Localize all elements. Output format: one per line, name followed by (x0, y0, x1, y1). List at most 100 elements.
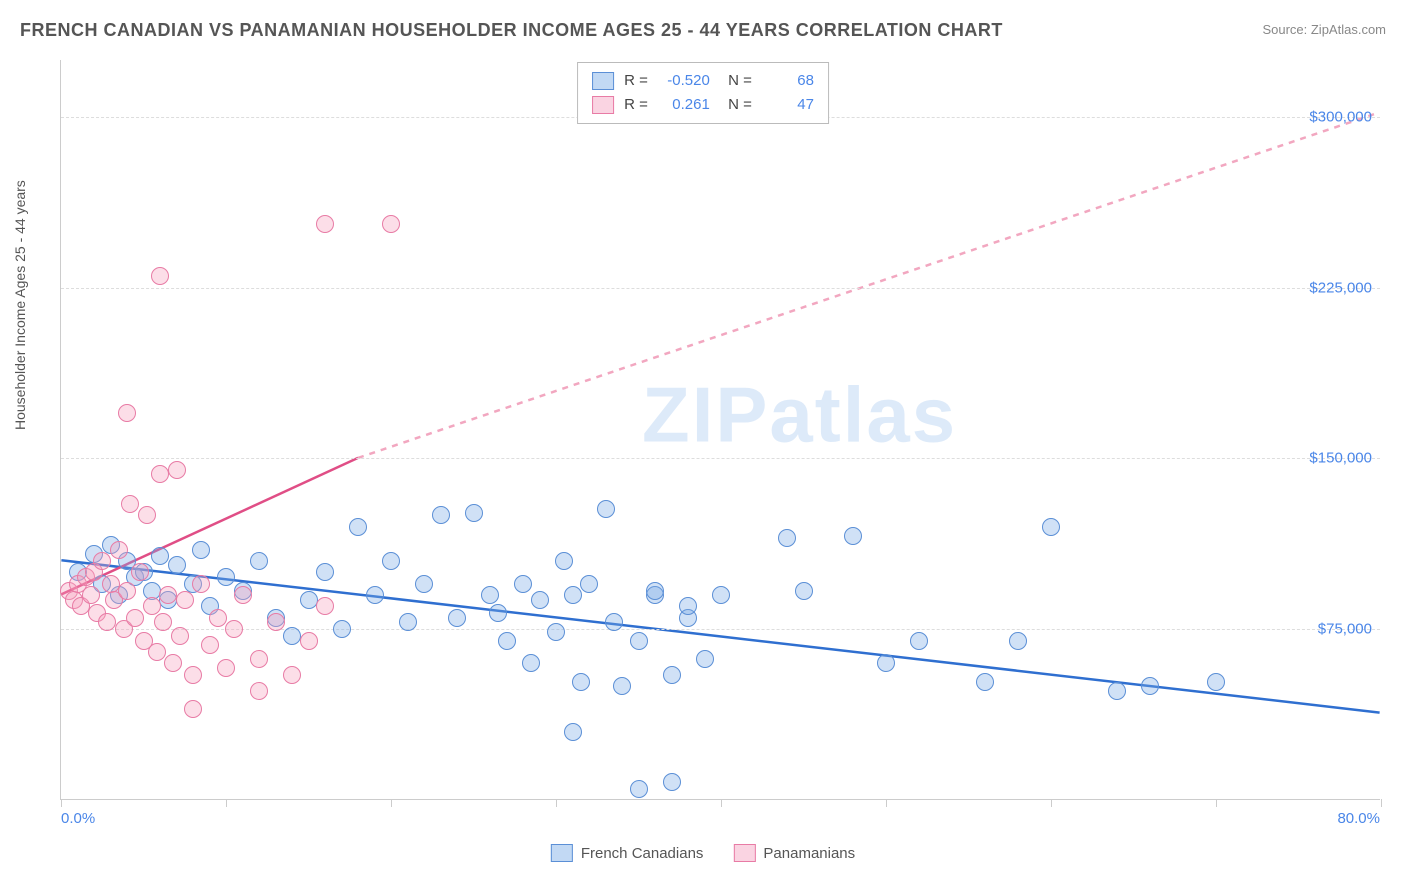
data-point (300, 591, 318, 609)
data-point (176, 591, 194, 609)
data-point (663, 666, 681, 684)
data-point (250, 682, 268, 700)
x-tick (1216, 799, 1217, 807)
data-point (572, 673, 590, 691)
data-point (168, 461, 186, 479)
data-point (171, 627, 189, 645)
data-point (316, 597, 334, 615)
data-point (382, 552, 400, 570)
stats-legend: R = -0.520 N = 68 R = 0.261 N = 47 (577, 62, 829, 124)
data-point (778, 529, 796, 547)
data-point (1141, 677, 1159, 695)
data-point (154, 613, 172, 631)
data-point (82, 586, 100, 604)
r-label: R = (624, 93, 648, 117)
gridline (61, 288, 1380, 289)
data-point (201, 636, 219, 654)
data-point (192, 541, 210, 559)
x-tick (61, 799, 62, 807)
data-point (333, 620, 351, 638)
n-value-pink: 47 (762, 93, 814, 117)
data-point (976, 673, 994, 691)
swatch-pink-icon (733, 844, 755, 862)
x-tick (886, 799, 887, 807)
data-point (795, 582, 813, 600)
data-point (217, 659, 235, 677)
data-point (234, 586, 252, 604)
swatch-blue-icon (592, 72, 614, 90)
data-point (316, 215, 334, 233)
data-point (151, 547, 169, 565)
r-label: R = (624, 69, 648, 93)
legend-label-blue: French Canadians (581, 845, 704, 862)
data-point (1207, 673, 1225, 691)
source-label: Source: ZipAtlas.com (1262, 22, 1386, 37)
x-start-label: 0.0% (61, 810, 95, 827)
data-point (465, 504, 483, 522)
x-tick (556, 799, 557, 807)
data-point (580, 575, 598, 593)
data-point (547, 623, 565, 641)
trend-line (61, 458, 358, 594)
x-tick (1051, 799, 1052, 807)
data-point (267, 613, 285, 631)
data-point (349, 518, 367, 536)
y-tick-label: $225,000 (1309, 279, 1372, 296)
data-point (448, 609, 466, 627)
data-point (300, 632, 318, 650)
data-point (283, 666, 301, 684)
r-value-blue: -0.520 (658, 69, 710, 93)
x-tick (721, 799, 722, 807)
data-point (131, 563, 149, 581)
y-tick-label: $75,000 (1318, 621, 1372, 638)
x-tick (1381, 799, 1382, 807)
x-end-label: 80.0% (1337, 810, 1380, 827)
watermark-rest: atlas (769, 370, 957, 458)
data-point (93, 552, 111, 570)
data-point (283, 627, 301, 645)
data-point (531, 591, 549, 609)
trend-line (358, 112, 1380, 458)
data-point (159, 586, 177, 604)
data-point (110, 541, 128, 559)
data-point (1108, 682, 1126, 700)
watermark: ZIPatlas (642, 369, 957, 460)
data-point (192, 575, 210, 593)
data-point (138, 506, 156, 524)
plot-area: ZIPatlas $75,000$150,000$225,000$300,000… (60, 60, 1380, 800)
gridline (61, 458, 1380, 459)
data-point (168, 556, 186, 574)
data-point (1009, 632, 1027, 650)
data-point (910, 632, 928, 650)
data-point (316, 563, 334, 581)
data-point (679, 597, 697, 615)
data-point (663, 773, 681, 791)
data-point (164, 654, 182, 672)
data-point (184, 666, 202, 684)
y-tick-label: $150,000 (1309, 450, 1372, 467)
data-point (646, 582, 664, 600)
data-point (382, 215, 400, 233)
data-point (564, 586, 582, 604)
data-point (151, 465, 169, 483)
data-point (366, 586, 384, 604)
r-value-pink: 0.261 (658, 93, 710, 117)
data-point (209, 609, 227, 627)
data-point (613, 677, 631, 695)
bottom-legend: French Canadians Panamanians (551, 844, 855, 862)
data-point (489, 604, 507, 622)
y-axis-label: Householder Income Ages 25 - 44 years (12, 180, 28, 430)
data-point (712, 586, 730, 604)
data-point (564, 723, 582, 741)
data-point (498, 632, 516, 650)
n-label: N = (720, 69, 752, 93)
legend-item-blue: French Canadians (551, 844, 704, 862)
chart-title: FRENCH CANADIAN VS PANAMANIAN HOUSEHOLDE… (20, 20, 1003, 41)
data-point (225, 620, 243, 638)
data-point (250, 650, 268, 668)
gridline (61, 629, 1380, 630)
data-point (630, 632, 648, 650)
data-point (143, 597, 161, 615)
x-tick (391, 799, 392, 807)
data-point (432, 506, 450, 524)
